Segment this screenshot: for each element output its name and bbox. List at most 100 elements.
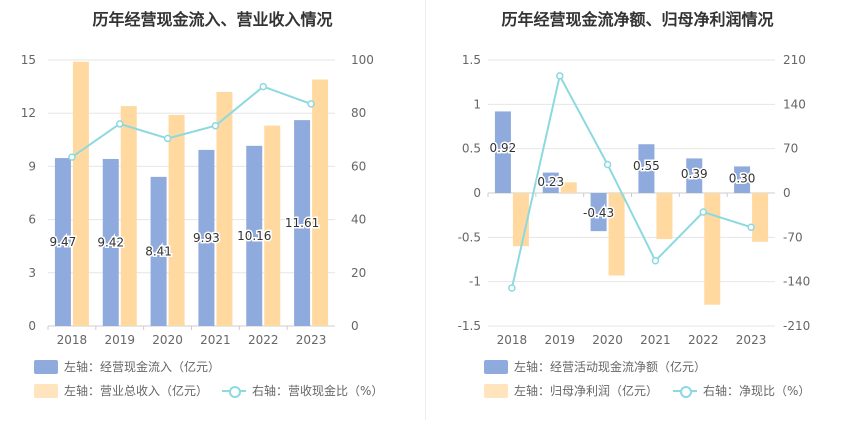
x-axis-tick-label: 2019 bbox=[544, 333, 575, 347]
x-axis-tick-label: 2018 bbox=[497, 333, 528, 347]
legend-item-net-cash-ratio[interactable]: 右轴：净现比（%） bbox=[673, 382, 810, 399]
x-axis-tick-label: 2023 bbox=[296, 333, 327, 347]
bar-series-0 bbox=[246, 145, 263, 326]
bar-series-1 bbox=[264, 125, 281, 326]
right-axis-tick-label: -210 bbox=[783, 319, 810, 333]
legend-label: 右轴：营收现金比（%） bbox=[252, 384, 384, 398]
data-label: 10.16 bbox=[237, 229, 271, 243]
legend-label: 左轴：经营活动现金流净额（亿元） bbox=[514, 360, 707, 374]
bar-series-1 bbox=[72, 61, 89, 326]
right-axis-tick-label: 20 bbox=[351, 266, 366, 280]
legend-item-net-profit[interactable]: 左轴：归母净利润（亿元） bbox=[484, 382, 658, 399]
left-axis-tick-label: 0 bbox=[473, 186, 481, 200]
data-label: 0.92 bbox=[490, 141, 517, 155]
chart-panel-right: 历年经营现金流净额、归母净利润情况 -1.5 -210 -1 -140 -0.5 -70 0… bbox=[425, 0, 850, 437]
left-axis-tick-label: 6 bbox=[28, 213, 36, 227]
data-label: 9.42 bbox=[97, 235, 124, 249]
line-series bbox=[71, 85, 312, 158]
legend-swatch-line bbox=[673, 384, 697, 398]
bar-series-1 bbox=[752, 193, 769, 242]
right-axis-tick-label: 100 bbox=[351, 53, 374, 67]
bar-series-0 bbox=[590, 193, 607, 232]
data-label: 11.61 bbox=[285, 216, 319, 230]
legend-label: 左轴：营业总收入（亿元） bbox=[64, 384, 209, 398]
bar-series-0 bbox=[542, 172, 559, 193]
right-axis-tick-label: -70 bbox=[783, 230, 803, 244]
x-axis-tick-label: 2023 bbox=[736, 333, 767, 347]
left-axis-tick-label: -0.5 bbox=[458, 230, 481, 244]
data-label: 9.47 bbox=[50, 235, 77, 249]
line-point bbox=[699, 208, 707, 216]
data-label: 8.41 bbox=[145, 244, 172, 258]
bar-series-1 bbox=[120, 106, 137, 327]
bar-series-0 bbox=[294, 120, 311, 326]
line-point bbox=[508, 284, 516, 292]
left-axis-tick-label: 9 bbox=[28, 159, 36, 173]
left-axis-tick-label: 3 bbox=[28, 266, 36, 280]
data-label: 9.93 bbox=[193, 231, 220, 245]
right-axis-tick-label: 140 bbox=[783, 97, 806, 111]
left-axis-tick-label: 12 bbox=[21, 106, 36, 120]
data-label: 0.39 bbox=[681, 167, 708, 181]
right-axis-tick-label: 40 bbox=[351, 213, 366, 227]
left-axis-tick-label: -1.5 bbox=[458, 319, 481, 333]
bar-series-1 bbox=[704, 193, 721, 305]
bar-series-0 bbox=[54, 158, 71, 326]
right-axis-tick-label: -140 bbox=[783, 275, 810, 289]
data-label: 0.23 bbox=[537, 175, 564, 189]
bar-series-0 bbox=[734, 166, 751, 193]
legend-item-cash-ratio[interactable]: 右轴：营收现金比（%） bbox=[222, 382, 383, 399]
x-axis-tick-label: 2022 bbox=[248, 333, 279, 347]
bar-series-1 bbox=[216, 91, 233, 326]
bar-series-1 bbox=[608, 193, 625, 276]
data-label: -0.43 bbox=[583, 206, 614, 220]
chart-panel-left: 历年经营现金流入、营业收入情况 0 0 3 20 6 40 9 60 12 80 15 100 2018… bbox=[21, 10, 384, 399]
bar-series-1 bbox=[656, 193, 673, 240]
line-point bbox=[307, 100, 315, 108]
chart-right-plot: -1.5 -210 -1 -140 -0.5 -70 0 0 0.5 70 1 140 1.5 210 20… bbox=[458, 53, 811, 347]
right-axis-tick-label: 210 bbox=[783, 53, 806, 67]
right-axis-tick-label: 0 bbox=[783, 186, 791, 200]
bar-series-0 bbox=[102, 158, 119, 326]
line-point bbox=[651, 257, 660, 265]
chart-left-plot: 0 0 3 20 6 40 9 60 12 80 15 100 2018 2019 2020 2021 2022… bbox=[21, 53, 374, 347]
chart-title-right: 历年经营现金流净额、归母净利润情况 bbox=[501, 10, 774, 29]
x-axis-tick-label: 2018 bbox=[57, 333, 88, 347]
bar-series-0 bbox=[686, 158, 703, 193]
right-axis-tick-label: 60 bbox=[351, 159, 366, 173]
bar-series-1 bbox=[560, 182, 577, 193]
legend-item-cash-inflow[interactable]: 左轴：经营现金流入（亿元） bbox=[34, 358, 220, 375]
x-axis-tick-label: 2019 bbox=[104, 333, 135, 347]
x-axis-tick-label: 2021 bbox=[200, 333, 231, 347]
line-point bbox=[211, 121, 220, 130]
legend-swatch-orange bbox=[484, 383, 508, 398]
bar-series-1 bbox=[168, 114, 185, 327]
left-axis-tick-label: 0 bbox=[28, 319, 36, 333]
line-point bbox=[556, 72, 564, 80]
left-axis-tick-label: 0.5 bbox=[462, 142, 481, 156]
line-point bbox=[747, 223, 755, 231]
legend-swatch-line bbox=[222, 384, 246, 398]
legend-label: 右轴：净现比（%） bbox=[703, 384, 811, 398]
line-point bbox=[259, 82, 267, 91]
legend-swatch-orange bbox=[34, 383, 58, 398]
legend-item-net-cashflow[interactable]: 左轴：经营活动现金流净额（亿元） bbox=[484, 358, 706, 375]
x-axis-tick-label: 2021 bbox=[640, 333, 671, 347]
left-axis-tick-label: 1.5 bbox=[462, 53, 481, 67]
bar-series-0 bbox=[198, 149, 215, 326]
line-series bbox=[510, 73, 752, 289]
data-label: 0.30 bbox=[729, 171, 756, 185]
legend-item-revenue[interactable]: 左轴：营业总收入（亿元） bbox=[34, 382, 208, 399]
left-axis-tick-label: 15 bbox=[21, 53, 36, 67]
legend-swatch-blue bbox=[34, 359, 58, 374]
legend-swatch-blue bbox=[484, 359, 508, 374]
line-point bbox=[116, 120, 124, 128]
bar-series-1 bbox=[312, 79, 329, 326]
x-axis-tick-label: 2020 bbox=[592, 333, 623, 347]
legend-label: 左轴：经营现金流入（亿元） bbox=[64, 360, 221, 374]
chart-title-left: 历年经营现金流入、营业收入情况 bbox=[92, 10, 333, 29]
x-axis-tick-label: 2020 bbox=[152, 333, 183, 347]
right-axis-tick-label: 70 bbox=[783, 142, 798, 156]
x-axis-tick-label: 2022 bbox=[688, 333, 719, 347]
line-point bbox=[163, 134, 172, 143]
